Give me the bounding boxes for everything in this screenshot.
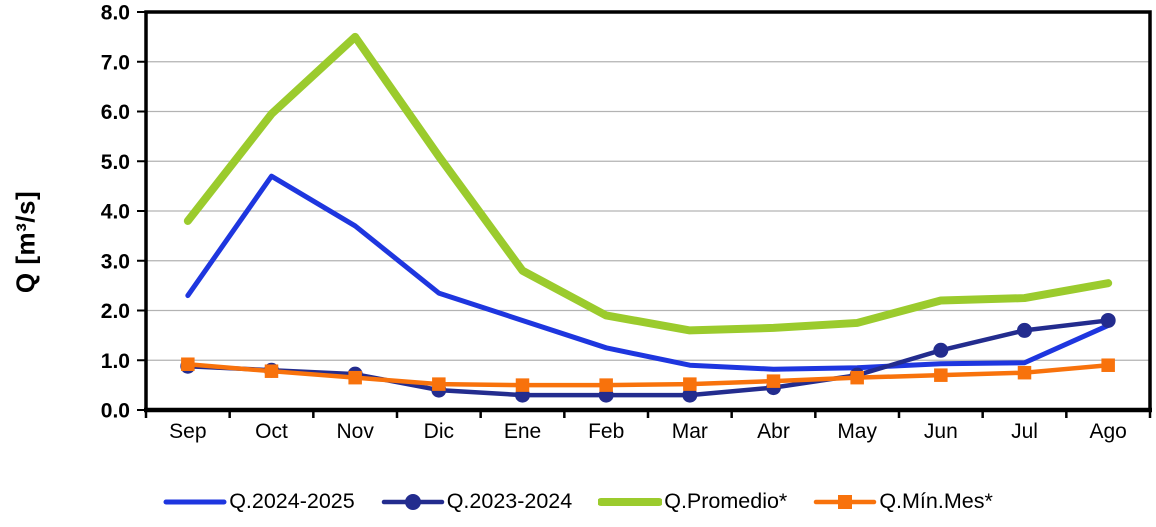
series-line-q-m-n-mes: [185, 361, 1111, 388]
data-point-circle-q-2023-2024: [933, 342, 949, 358]
legend-item: Q.Mín.Mes*: [813, 489, 993, 514]
data-point-square-q-m-n-mes: [264, 364, 279, 378]
y-tick-label: 7.0: [101, 51, 130, 74]
x-tick-label: Abr: [757, 420, 790, 443]
x-tick-label: Ene: [504, 420, 541, 443]
data-point-square-q-m-n-mes: [1017, 365, 1032, 380]
x-tick-label: Jun: [924, 420, 958, 443]
x-tick-label: Sep: [169, 420, 206, 443]
data-point-square-q-m-n-mes: [515, 378, 530, 392]
legend-item: Q.2024-2025: [163, 489, 355, 514]
data-point-square-q-m-n-mes: [934, 368, 948, 382]
y-tick-label: 5.0: [101, 151, 130, 174]
legend-label: Q.Mín.Mes*: [879, 489, 993, 513]
series-line-q-2023-2024: [185, 318, 1111, 398]
legend-line-icon: [163, 499, 227, 504]
y-tick-label: 3.0: [101, 250, 130, 273]
legend-item: Q.Promedio*: [598, 489, 787, 514]
legend-square-icon: [814, 494, 877, 509]
x-tick-label: Jul: [1011, 420, 1038, 443]
legend-label: Q.2024-2025: [229, 489, 355, 513]
y-tick-label: 8.0: [101, 2, 130, 25]
legend-line-icon: [598, 497, 663, 506]
x-tick-label: Feb: [588, 420, 624, 443]
data-point-circle-q-2023-2024: [682, 387, 698, 403]
data-point-circle-q-2023-2024: [1100, 312, 1116, 328]
data-point-square-q-m-n-mes: [766, 374, 781, 388]
data-point-circle-q-2023-2024: [1017, 322, 1032, 338]
x-tick-label: Oct: [255, 420, 288, 443]
y-tick-label: 4.0: [101, 201, 130, 224]
x-tick-label: Ago: [1089, 420, 1126, 443]
data-point-square-q-m-n-mes: [599, 378, 613, 392]
legend-label: Q.Promedio*: [664, 489, 788, 513]
legend: Q.2024-2025 Q.2023-2024 Q.Promedio* Q.Mín.M…: [0, 489, 1156, 514]
legend-label: Q.2023-2024: [446, 489, 573, 513]
y-tick-label: 1.0: [101, 350, 130, 373]
data-point-square-q-m-n-mes: [432, 377, 446, 391]
series-line-q-2024-2025: [185, 173, 1111, 372]
y-tick-label: 2.0: [101, 300, 130, 323]
x-tick-label: Dic: [424, 420, 454, 443]
y-tick-label: 0.0: [101, 400, 130, 423]
legend-item: Q.2023-2024: [381, 489, 573, 514]
x-tick-label: May: [837, 420, 877, 443]
data-point-square-q-m-n-mes: [181, 357, 195, 371]
legend-circle-icon: [381, 493, 444, 510]
data-point-square-q-m-n-mes: [348, 370, 362, 385]
data-point-square-q-m-n-mes: [850, 370, 864, 385]
x-tick-label: Nov: [336, 420, 374, 443]
series-line-q-promedio: [183, 32, 1113, 335]
data-point-square-q-m-n-mes: [683, 377, 697, 391]
x-tick-label: Mar: [672, 420, 708, 443]
y-tick-label: 6.0: [101, 101, 130, 124]
data-point-square-q-m-n-mes: [1101, 358, 1115, 372]
